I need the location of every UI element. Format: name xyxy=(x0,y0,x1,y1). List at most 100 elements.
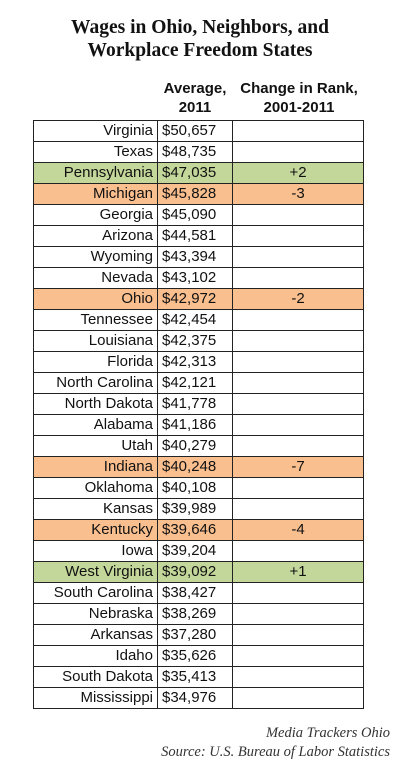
table-row: Utah $40,279 xyxy=(33,435,364,457)
table-row: North Dakota $41,778 xyxy=(33,393,364,415)
table-row: North Carolina $42,121 xyxy=(33,372,364,394)
wage-cell: $38,427 xyxy=(157,582,233,604)
wage-cell: $39,092 xyxy=(157,561,233,583)
footer-line: Source: U.S. Bureau of Labor Statistics xyxy=(161,744,390,760)
table-row: Oklahoma $40,108 xyxy=(33,477,364,499)
wage-cell: $42,454 xyxy=(157,309,233,331)
change-cell xyxy=(232,603,364,625)
wage-cell: $41,778 xyxy=(157,393,233,415)
wage-cell: $42,121 xyxy=(157,372,233,394)
change-cell xyxy=(232,498,364,520)
title-line: Workplace Freedom States xyxy=(87,40,313,61)
table-body: Virginia $50,657 Texas $48,735 Pennsylvania $… xyxy=(33,120,364,709)
table-row: Texas $48,735 xyxy=(33,141,364,163)
wage-cell: $39,204 xyxy=(157,540,233,562)
state-cell: Ohio xyxy=(33,288,158,310)
wage-cell: $42,375 xyxy=(157,330,233,352)
table-row: South Carolina $38,427 xyxy=(33,582,364,604)
footer: Media Trackers Ohio Source: U.S. Bureau … xyxy=(161,724,390,762)
change-cell xyxy=(232,120,364,142)
table-row: Pennsylvania $47,035 +2 xyxy=(33,162,364,184)
table-row: South Dakota $35,413 xyxy=(33,666,364,688)
change-cell xyxy=(232,645,364,667)
wage-cell: $44,581 xyxy=(157,225,233,247)
state-cell: Arkansas xyxy=(33,624,158,646)
change-cell: +1 xyxy=(232,561,364,583)
header-line: Change in Rank, xyxy=(240,80,358,97)
table-row: Michigan $45,828 -3 xyxy=(33,183,364,205)
wage-cell: $35,626 xyxy=(157,645,233,667)
wage-cell: $45,828 xyxy=(157,183,233,205)
header-line: 2001-2011 xyxy=(263,99,335,116)
table-row: Tennessee $42,454 xyxy=(33,309,364,331)
change-cell: -7 xyxy=(232,456,364,478)
change-cell xyxy=(232,624,364,646)
table-row: Louisiana $42,375 xyxy=(33,330,364,352)
table-row: Ohio $42,972 -2 xyxy=(33,288,364,310)
change-cell xyxy=(232,225,364,247)
change-cell xyxy=(232,477,364,499)
change-cell xyxy=(232,246,364,268)
wage-cell: $43,394 xyxy=(157,246,233,268)
wage-cell: $40,279 xyxy=(157,435,233,457)
change-cell: -4 xyxy=(232,519,364,541)
state-cell: Nebraska xyxy=(33,603,158,625)
wage-table: Virginia $50,657 Texas $48,735 Pennsylvania $… xyxy=(33,120,364,709)
wage-cell: $42,972 xyxy=(157,288,233,310)
state-cell: Tennessee xyxy=(33,309,158,331)
wage-cell: $39,989 xyxy=(157,498,233,520)
header-line: Average, xyxy=(163,80,227,97)
change-cell: +2 xyxy=(232,162,364,184)
change-cell xyxy=(232,414,364,436)
change-cell xyxy=(232,393,364,415)
state-cell: Wyoming xyxy=(33,246,158,268)
table-row: Nevada $43,102 xyxy=(33,267,364,289)
change-cell: -3 xyxy=(232,183,364,205)
title: Wages in Ohio, Neighbors, and Workplace … xyxy=(0,16,400,62)
change-cell xyxy=(232,204,364,226)
state-cell: South Dakota xyxy=(33,666,158,688)
wage-cell: $41,186 xyxy=(157,414,233,436)
state-cell: Florida xyxy=(33,351,158,373)
change-cell xyxy=(232,582,364,604)
change-cell xyxy=(232,687,364,709)
state-cell: Virginia xyxy=(33,120,158,142)
state-cell: Michigan xyxy=(33,183,158,205)
table-row: Kansas $39,989 xyxy=(33,498,364,520)
table-row: Idaho $35,626 xyxy=(33,645,364,667)
wage-cell: $48,735 xyxy=(157,141,233,163)
wage-cell: $39,646 xyxy=(157,519,233,541)
table-row: Kentucky $39,646 -4 xyxy=(33,519,364,541)
state-cell: Mississippi xyxy=(33,687,158,709)
wage-cell: $42,313 xyxy=(157,351,233,373)
state-cell: Louisiana xyxy=(33,330,158,352)
change-cell xyxy=(232,141,364,163)
change-cell xyxy=(232,666,364,688)
change-cell xyxy=(232,330,364,352)
wage-cell: $40,108 xyxy=(157,477,233,499)
change-cell xyxy=(232,540,364,562)
state-cell: Iowa xyxy=(33,540,158,562)
state-cell: Oklahoma xyxy=(33,477,158,499)
change-cell: -2 xyxy=(232,288,364,310)
state-cell: Georgia xyxy=(33,204,158,226)
table-row: Alabama $41,186 xyxy=(33,414,364,436)
column-header: Change in Rank, 2001-2011 xyxy=(226,79,372,117)
table-row: Indiana $40,248 -7 xyxy=(33,456,364,478)
wage-cell: $35,413 xyxy=(157,666,233,688)
change-cell xyxy=(232,435,364,457)
footer-line: Media Trackers Ohio xyxy=(265,725,390,741)
state-cell: Kansas xyxy=(33,498,158,520)
state-cell: Kentucky xyxy=(33,519,158,541)
table-row: Nebraska $38,269 xyxy=(33,603,364,625)
change-cell xyxy=(232,267,364,289)
table-row: Virginia $50,657 xyxy=(33,120,364,142)
state-cell: South Carolina xyxy=(33,582,158,604)
state-cell: Arizona xyxy=(33,225,158,247)
wage-cell: $38,269 xyxy=(157,603,233,625)
state-cell: Utah xyxy=(33,435,158,457)
change-cell xyxy=(232,351,364,373)
table-row: Iowa $39,204 xyxy=(33,540,364,562)
state-cell: Pennsylvania xyxy=(33,162,158,184)
wage-cell: $50,657 xyxy=(157,120,233,142)
